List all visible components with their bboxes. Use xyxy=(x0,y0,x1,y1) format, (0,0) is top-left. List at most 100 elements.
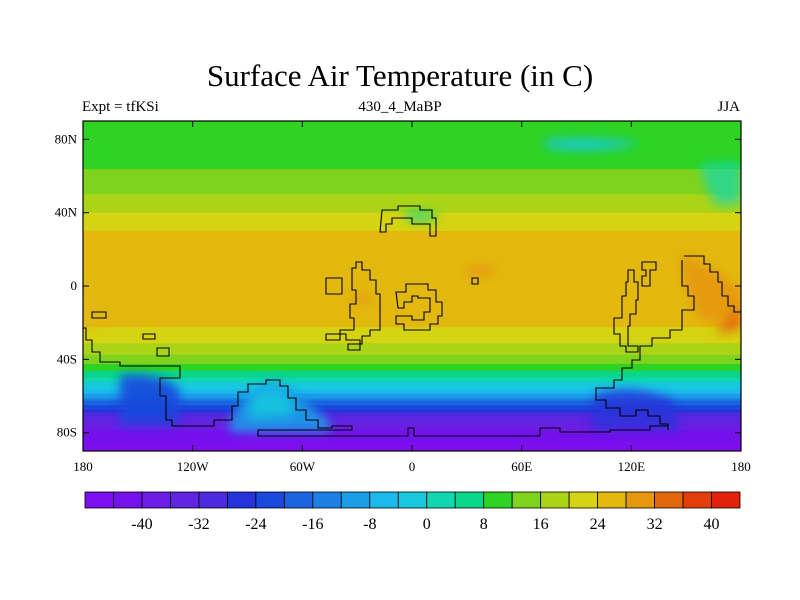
field-band xyxy=(83,386,741,390)
field-band xyxy=(83,418,741,422)
colorbar-swatch xyxy=(397,491,428,509)
field-band xyxy=(83,210,741,214)
field-band xyxy=(83,306,741,310)
field-band xyxy=(83,437,741,441)
field-band xyxy=(83,194,741,198)
outline-asia-block xyxy=(613,269,639,353)
colorbar-label: 40 xyxy=(704,516,720,533)
outline-small-island-4 xyxy=(325,277,343,295)
warm-region-east xyxy=(680,255,741,325)
field-band xyxy=(83,345,741,349)
colorbar-swatch xyxy=(426,491,456,509)
field-band xyxy=(83,283,741,287)
field-band xyxy=(83,425,741,429)
field-band xyxy=(83,324,741,328)
field-band xyxy=(83,258,741,262)
field-band xyxy=(83,398,741,402)
field-band xyxy=(83,196,741,200)
colorbar-swatch xyxy=(540,491,570,509)
x-tick-label: 60W xyxy=(290,459,316,474)
field-band xyxy=(83,400,741,404)
outline-europe-block xyxy=(379,205,437,237)
field-band xyxy=(83,302,741,305)
field-band xyxy=(83,311,741,315)
field-band xyxy=(83,164,741,168)
colorbar-label: 0 xyxy=(423,516,431,533)
field-band xyxy=(83,430,741,434)
field-band xyxy=(83,185,741,189)
y-tick-label: 40S xyxy=(57,351,77,366)
colorbar-label: -32 xyxy=(188,516,209,533)
colorbar-swatch xyxy=(141,491,171,509)
field-band xyxy=(83,155,741,159)
x-tick-label: 0 xyxy=(409,459,416,474)
field-band xyxy=(83,286,741,289)
colorbar-swatch xyxy=(198,491,228,509)
field-band xyxy=(83,292,741,296)
field-band xyxy=(83,359,741,363)
field-band xyxy=(83,274,741,278)
y-tick-label: 80S xyxy=(57,425,77,440)
field-band xyxy=(83,329,741,333)
field-band xyxy=(83,338,741,342)
colorbar-swatch xyxy=(226,491,257,509)
field-band xyxy=(83,357,741,360)
colorbar-label: 32 xyxy=(647,516,663,533)
colorbar-swatch xyxy=(454,491,485,509)
cold-region-australia xyxy=(590,389,680,430)
warm-spot xyxy=(465,265,497,277)
field-band xyxy=(83,226,741,230)
x-tick-label: 120E xyxy=(618,459,646,474)
y-tick-label: 0 xyxy=(71,278,78,293)
outline-small-island-6 xyxy=(641,261,657,287)
field-band xyxy=(83,153,741,156)
field-band xyxy=(83,125,741,129)
field-band xyxy=(83,267,741,271)
field-band xyxy=(83,198,741,202)
field-band xyxy=(83,379,741,383)
field-band xyxy=(83,237,741,241)
field-band xyxy=(83,242,741,246)
field-band xyxy=(83,304,741,308)
field-band xyxy=(83,187,741,191)
y-tick-label: 40N xyxy=(55,205,78,220)
field-band xyxy=(83,189,741,193)
colorbar-swatch xyxy=(84,491,114,509)
colorbar-label: 24 xyxy=(590,516,606,533)
field-band xyxy=(83,327,741,331)
field-band xyxy=(83,391,741,395)
field-band xyxy=(83,141,741,145)
field-band xyxy=(83,350,741,354)
field-band xyxy=(83,276,741,280)
field-band xyxy=(83,260,741,264)
field-band xyxy=(83,127,741,131)
colorbar-labels: -40 -32 -24 -16 -8 0 8 16 24 32 40 xyxy=(131,516,719,533)
field-band xyxy=(83,256,741,260)
colorbar-label: -16 xyxy=(302,516,323,533)
cold-region-pacific xyxy=(120,374,180,425)
field-band xyxy=(83,441,741,445)
colorbar-swatch xyxy=(312,491,342,509)
field-band xyxy=(83,352,741,356)
colorbar-swatch xyxy=(113,491,143,509)
cool-region-plateau xyxy=(405,212,440,221)
field-band xyxy=(83,251,741,255)
field-band xyxy=(83,228,741,232)
field-band xyxy=(83,320,741,324)
map-title: Surface Air Temperature (in C) xyxy=(206,58,594,93)
field-band xyxy=(83,409,741,413)
field-band xyxy=(83,336,741,340)
field-band xyxy=(83,421,741,425)
colorbar-swatch xyxy=(369,491,399,509)
outline-africa-block xyxy=(325,261,381,351)
field-band xyxy=(83,313,741,317)
field-band xyxy=(83,382,741,386)
field-band xyxy=(83,432,741,436)
field-band xyxy=(83,231,741,234)
x-tick-label: 180 xyxy=(73,459,93,474)
field-band xyxy=(83,253,741,257)
colorbar-swatch xyxy=(340,491,371,509)
field-band xyxy=(83,240,741,244)
field-band xyxy=(83,375,741,379)
